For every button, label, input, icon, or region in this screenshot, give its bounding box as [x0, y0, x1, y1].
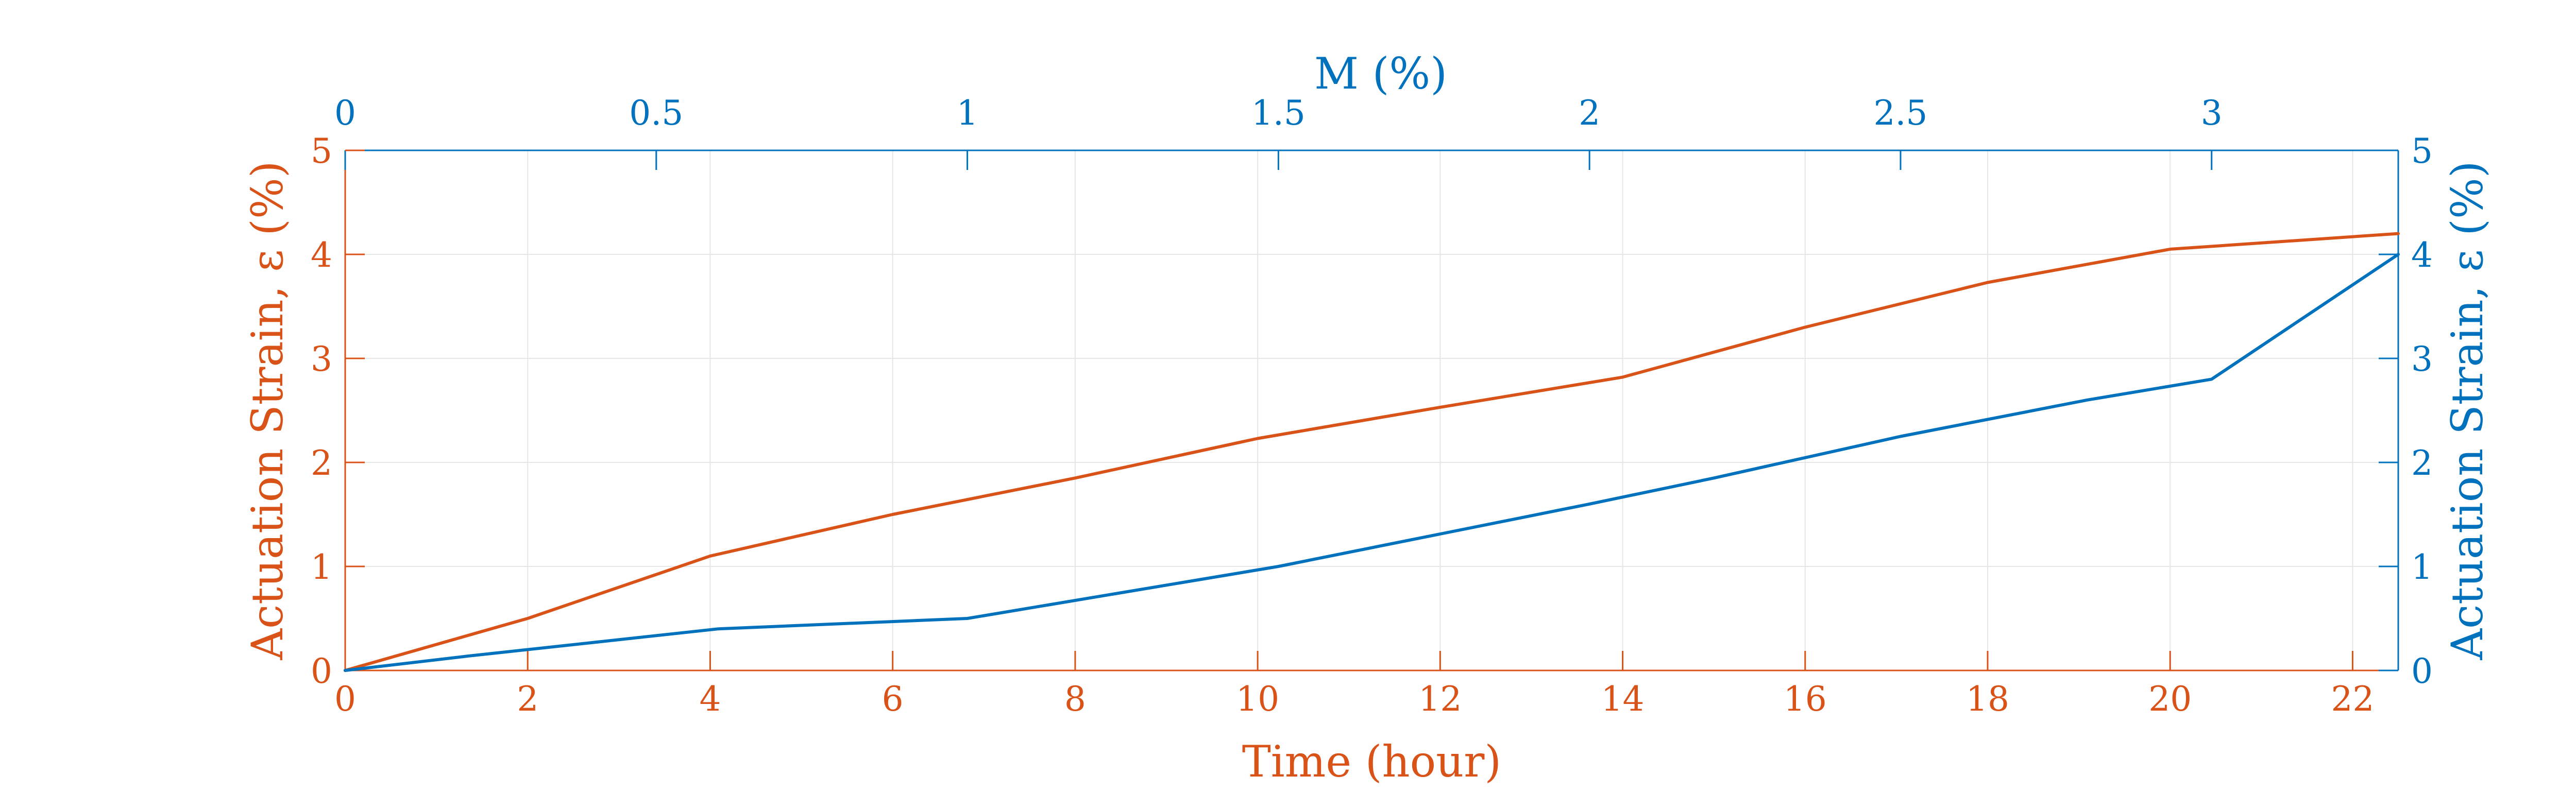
series-line-1	[344, 232, 2400, 672]
x-bottom-tick-label: 4	[699, 679, 721, 719]
x-bottom-tick-label: 0	[334, 679, 356, 719]
x-bottom-tick-label: 12	[1418, 679, 1462, 719]
y-right-tick-label: 2	[2411, 443, 2433, 483]
y-left-tick-label: 4	[311, 235, 332, 275]
y-axis-left-title: Actuation Strain, ε (%)	[242, 161, 293, 660]
x-bottom-tick-label: 16	[1784, 679, 1827, 719]
x-bottom-tick-label: 22	[2331, 679, 2374, 719]
x-bottom-tick-label: 20	[2148, 679, 2192, 719]
x-bottom-tick-label: 18	[1966, 679, 2009, 719]
x-top-tick-label: 1	[957, 93, 978, 133]
y-left-tick-label: 2	[311, 443, 332, 483]
y-right-tick-label: 0	[2411, 651, 2433, 691]
y-right-tick-label: 4	[2411, 235, 2433, 275]
x-axis-top-title: M (%)	[1314, 48, 1447, 99]
y-right-tick-label: 3	[2411, 339, 2433, 379]
series-layer	[344, 232, 2400, 672]
x-bottom-tick-label: 2	[517, 679, 538, 719]
y-left-tick-label: 1	[311, 547, 332, 587]
series-line-2	[344, 253, 2400, 672]
x-axis-bottom-title: Time (hour)	[1242, 736, 1501, 787]
x-top-tick-label: 0.5	[629, 93, 683, 133]
y-right-tick-label: 5	[2411, 131, 2433, 171]
x-bottom-tick-label: 6	[882, 679, 904, 719]
y-right-tick-label: 1	[2411, 547, 2433, 587]
x-top-tick-label: 3	[2201, 93, 2223, 133]
y-left-tick-label: 5	[311, 131, 332, 171]
x-top-tick-label: 2.5	[1873, 93, 1927, 133]
grid-layer	[345, 150, 2398, 671]
x-bottom-tick-label: 14	[1601, 679, 1645, 719]
y-axis-right-title: Actuation Strain, ε (%)	[2442, 161, 2493, 660]
x-bottom-tick-label: 10	[1236, 679, 1279, 719]
y-left-tick-label: 3	[311, 339, 332, 379]
x-top-tick-label: 2	[1579, 93, 1600, 133]
axis-layer: 0 2 4 6 8 10 12 14 16 18 20 220 0.5 1 1.5 2 2.5 301234501…	[311, 93, 2433, 719]
x-bottom-tick-label: 8	[1064, 679, 1086, 719]
x-top-tick-label: 1.5	[1251, 93, 1306, 133]
label-layer: Time (hour) M (%) Actuation Strain, ε (%…	[242, 48, 2493, 787]
x-top-tick-label: 0	[334, 93, 356, 133]
y-left-tick-label: 0	[311, 651, 332, 691]
